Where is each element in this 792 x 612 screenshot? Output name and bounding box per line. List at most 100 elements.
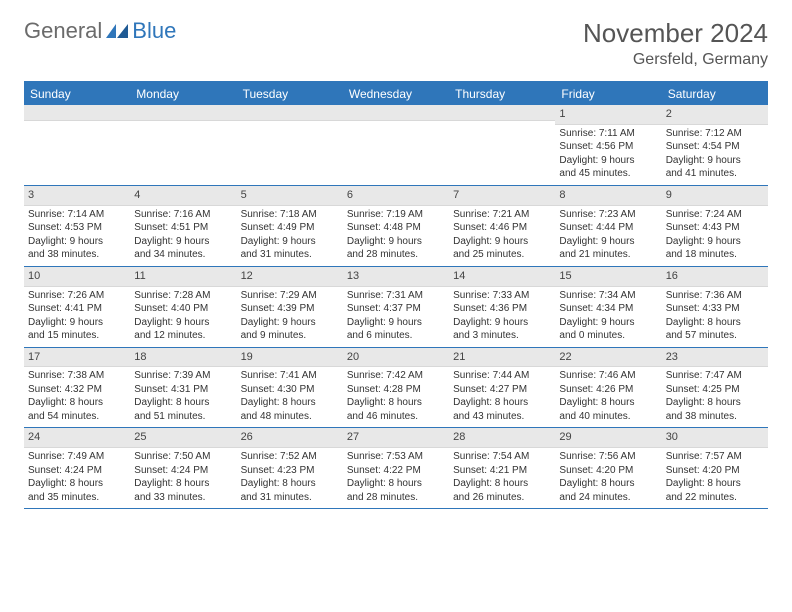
logo-text-right: Blue [132,18,176,44]
day-number: 3 [24,186,130,206]
day-number: 19 [237,348,343,368]
sunrise-text: Sunrise: 7:34 AM [559,289,657,303]
day-cell [343,105,449,185]
day-number: 25 [130,428,236,448]
sunrise-text: Sunrise: 7:52 AM [241,450,339,464]
day-number: 11 [130,267,236,287]
day-number: 4 [130,186,236,206]
day-header-tuesday: Tuesday [237,83,343,105]
day-number [343,105,449,121]
sunrise-text: Sunrise: 7:28 AM [134,289,232,303]
sunrise-text: Sunrise: 7:42 AM [347,369,445,383]
daylight2-text: and 51 minutes. [134,410,232,424]
logo: General Blue [24,18,176,44]
location: Gersfeld, Germany [583,51,768,69]
day-number: 28 [449,428,555,448]
sunrise-text: Sunrise: 7:26 AM [28,289,126,303]
daylight2-text: and 31 minutes. [241,491,339,505]
day-cell: 22Sunrise: 7:46 AMSunset: 4:26 PMDayligh… [555,348,661,428]
daylight1-text: Daylight: 9 hours [241,316,339,330]
daylight1-text: Daylight: 8 hours [347,477,445,491]
daylight2-text: and 41 minutes. [666,167,764,181]
daylight2-text: and 35 minutes. [28,491,126,505]
day-number: 15 [555,267,661,287]
day-header-wednesday: Wednesday [343,83,449,105]
weeks-container: 1Sunrise: 7:11 AMSunset: 4:56 PMDaylight… [24,105,768,509]
sunset-text: Sunset: 4:32 PM [28,383,126,397]
day-cell: 26Sunrise: 7:52 AMSunset: 4:23 PMDayligh… [237,428,343,508]
daylight1-text: Daylight: 9 hours [134,235,232,249]
sunset-text: Sunset: 4:46 PM [453,221,551,235]
sunset-text: Sunset: 4:34 PM [559,302,657,316]
daylight2-text: and 38 minutes. [28,248,126,262]
header: General Blue November 2024 Gersfeld, Ger… [24,18,768,69]
daylight1-text: Daylight: 8 hours [241,477,339,491]
day-number: 8 [555,186,661,206]
sunrise-text: Sunrise: 7:49 AM [28,450,126,464]
daylight2-text: and 3 minutes. [453,329,551,343]
day-cell: 23Sunrise: 7:47 AMSunset: 4:25 PMDayligh… [662,348,768,428]
day-number: 23 [662,348,768,368]
sail-icon [106,24,128,38]
daylight1-text: Daylight: 9 hours [241,235,339,249]
week-row: 3Sunrise: 7:14 AMSunset: 4:53 PMDaylight… [24,186,768,267]
daylight2-text: and 43 minutes. [453,410,551,424]
day-cell: 15Sunrise: 7:34 AMSunset: 4:34 PMDayligh… [555,267,661,347]
month-title: November 2024 [583,18,768,49]
sunrise-text: Sunrise: 7:54 AM [453,450,551,464]
daylight2-text: and 15 minutes. [28,329,126,343]
daylight1-text: Daylight: 8 hours [28,396,126,410]
day-number: 22 [555,348,661,368]
daylight2-text: and 33 minutes. [134,491,232,505]
daylight2-text: and 57 minutes. [666,329,764,343]
daylight1-text: Daylight: 8 hours [453,396,551,410]
sunrise-text: Sunrise: 7:12 AM [666,127,764,141]
day-number: 12 [237,267,343,287]
daylight2-text: and 34 minutes. [134,248,232,262]
day-number: 14 [449,267,555,287]
day-number: 27 [343,428,449,448]
daylight1-text: Daylight: 8 hours [453,477,551,491]
daylight2-text: and 28 minutes. [347,491,445,505]
sunset-text: Sunset: 4:48 PM [347,221,445,235]
daylight2-text: and 6 minutes. [347,329,445,343]
sunrise-text: Sunrise: 7:53 AM [347,450,445,464]
daylight1-text: Daylight: 8 hours [666,316,764,330]
daylight1-text: Daylight: 9 hours [28,235,126,249]
daylight1-text: Daylight: 9 hours [559,154,657,168]
daylight1-text: Daylight: 8 hours [134,477,232,491]
day-cell: 20Sunrise: 7:42 AMSunset: 4:28 PMDayligh… [343,348,449,428]
daylight1-text: Daylight: 8 hours [134,396,232,410]
day-number: 6 [343,186,449,206]
day-number: 13 [343,267,449,287]
day-cell: 12Sunrise: 7:29 AMSunset: 4:39 PMDayligh… [237,267,343,347]
sunset-text: Sunset: 4:43 PM [666,221,764,235]
daylight1-text: Daylight: 8 hours [347,396,445,410]
day-number: 17 [24,348,130,368]
sunset-text: Sunset: 4:26 PM [559,383,657,397]
daylight1-text: Daylight: 9 hours [134,316,232,330]
day-number: 7 [449,186,555,206]
sunset-text: Sunset: 4:37 PM [347,302,445,316]
sunrise-text: Sunrise: 7:11 AM [559,127,657,141]
sunset-text: Sunset: 4:27 PM [453,383,551,397]
day-cell: 21Sunrise: 7:44 AMSunset: 4:27 PMDayligh… [449,348,555,428]
sunset-text: Sunset: 4:28 PM [347,383,445,397]
day-header-saturday: Saturday [662,83,768,105]
day-number: 30 [662,428,768,448]
sunrise-text: Sunrise: 7:36 AM [666,289,764,303]
sunset-text: Sunset: 4:31 PM [134,383,232,397]
daylight1-text: Daylight: 8 hours [666,477,764,491]
daylight1-text: Daylight: 8 hours [559,477,657,491]
sunset-text: Sunset: 4:56 PM [559,140,657,154]
sunrise-text: Sunrise: 7:14 AM [28,208,126,222]
day-number: 20 [343,348,449,368]
day-cell: 30Sunrise: 7:57 AMSunset: 4:20 PMDayligh… [662,428,768,508]
day-cell: 11Sunrise: 7:28 AMSunset: 4:40 PMDayligh… [130,267,236,347]
day-cell: 9Sunrise: 7:24 AMSunset: 4:43 PMDaylight… [662,186,768,266]
week-row: 24Sunrise: 7:49 AMSunset: 4:24 PMDayligh… [24,428,768,509]
sunrise-text: Sunrise: 7:29 AM [241,289,339,303]
sunset-text: Sunset: 4:20 PM [666,464,764,478]
daylight2-text: and 22 minutes. [666,491,764,505]
day-number: 24 [24,428,130,448]
